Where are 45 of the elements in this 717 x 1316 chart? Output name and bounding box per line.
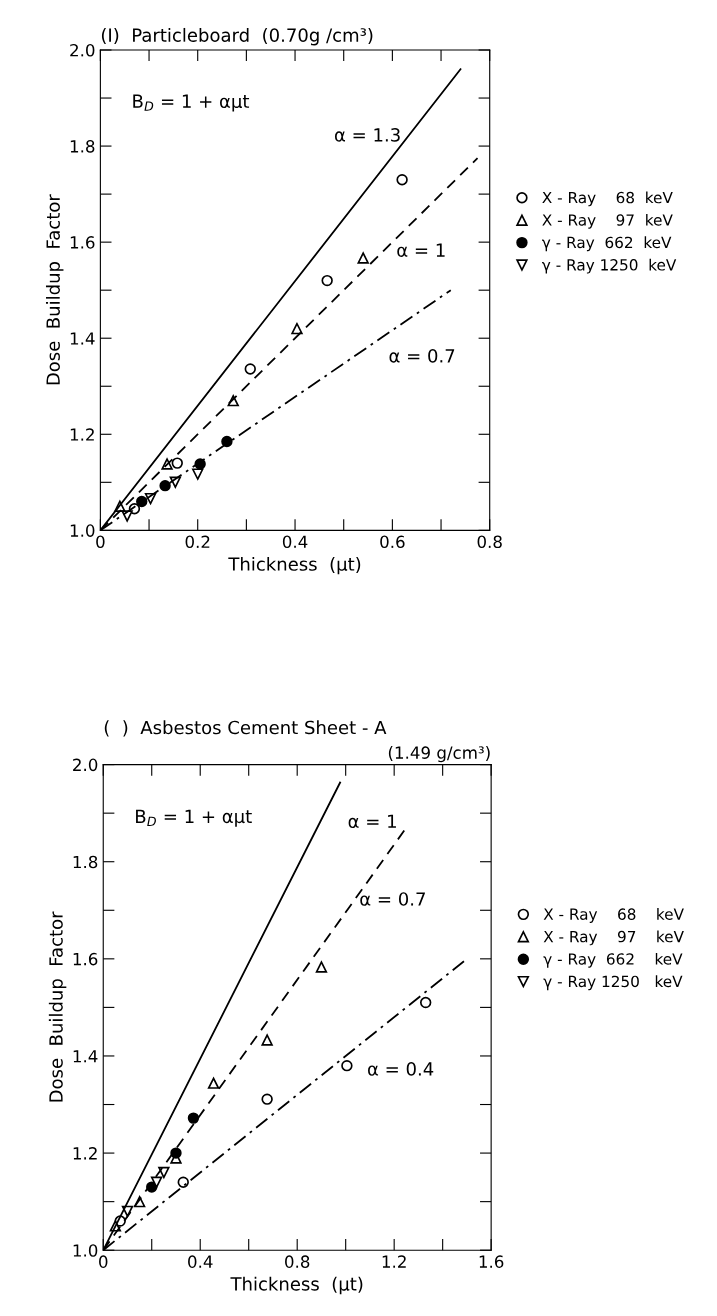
y-tick-label: 1.4 xyxy=(73,1050,98,1063)
legend-label: X - Ray 97 keV xyxy=(542,213,673,229)
annotation: α = 1 xyxy=(397,243,445,257)
x-tick-label: 0.8 xyxy=(285,1255,310,1268)
x-tick-label: 0.6 xyxy=(380,535,405,549)
y-tick-label: 1.4 xyxy=(70,332,95,345)
x-tick-label: 1.6 xyxy=(479,1255,504,1268)
x-tick-label: 0.8 xyxy=(477,535,502,549)
y-tick-label: 2.0 xyxy=(70,43,95,57)
x-axis-title: Thickness (μt) xyxy=(230,1276,363,1295)
y-tick-label: 2.0 xyxy=(73,758,98,772)
x-tick-label: 0.4 xyxy=(188,1255,213,1268)
annotation: α = 0.7 xyxy=(360,892,425,906)
x-tick-label: 0.2 xyxy=(185,535,210,549)
x-tick-label: 1.2 xyxy=(382,1255,406,1268)
legend-label: γ - Ray 1250 keV xyxy=(543,975,683,991)
annotation: α = 0.4 xyxy=(368,1062,434,1076)
y-tick-label: 1.6 xyxy=(70,236,95,249)
annotation: B$_{D}$ = 1 + αμt xyxy=(136,809,252,827)
legend-label: X - Ray 68 keV xyxy=(543,908,684,923)
x-tick-label: 0.4 xyxy=(282,535,308,549)
legend-label: X - Ray 68 keV xyxy=(542,191,673,207)
y-tick-label: 1.8 xyxy=(70,140,95,153)
y-tick-label: 1.0 xyxy=(73,1244,98,1257)
legend-label: γ - Ray 662 keV xyxy=(543,952,683,968)
legend-label: γ - Ray 662 keV xyxy=(542,236,672,252)
chart-subtitle: (1.49 g/cm³) xyxy=(388,746,490,763)
x-tick-label: 0 xyxy=(99,1255,108,1268)
annotation: α = 1.3 xyxy=(334,128,400,142)
x-tick-label: 0 xyxy=(96,535,105,549)
chart-title: (I) Particleboard (0.70g /cm³) xyxy=(101,27,373,46)
legend-label: X - Ray 97 keV xyxy=(543,930,684,946)
annotation: B$_{D}$ = 1 + αμt xyxy=(133,94,250,112)
y-tick-label: 1.8 xyxy=(73,855,98,869)
chart-title: ( ) Asbestos Cement Sheet - A xyxy=(104,720,387,737)
y-tick-label: 1.6 xyxy=(73,952,98,966)
x-axis-title: Thickness (μt) xyxy=(228,556,361,575)
annotation: α = 1 xyxy=(348,814,396,829)
y-axis-title: Dose Buildup Factor xyxy=(48,911,67,1102)
y-tick-label: 1.0 xyxy=(70,524,95,537)
annotation: α = 0.7 xyxy=(389,349,455,363)
legend-label: γ - Ray 1250 keV xyxy=(542,258,677,274)
y-tick-label: 1.2 xyxy=(70,428,94,441)
y-axis-title: Dose Buildup Factor xyxy=(45,194,64,385)
y-tick-label: 1.2 xyxy=(73,1147,97,1160)
